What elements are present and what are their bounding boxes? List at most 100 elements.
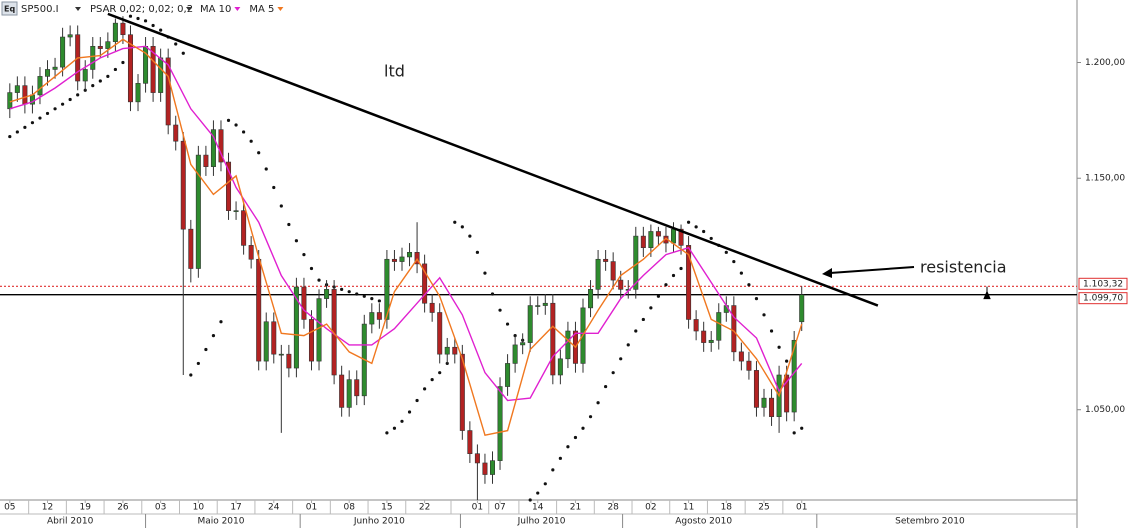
candle-body — [686, 245, 692, 320]
candle-body — [278, 353, 284, 356]
psar-dot — [91, 84, 95, 88]
psar-dot — [45, 111, 50, 116]
candle-body — [738, 351, 744, 362]
candle-body — [135, 83, 141, 103]
psar-dot — [709, 236, 713, 241]
candle-body — [799, 294, 805, 323]
psar-dot — [211, 334, 216, 338]
dropdown-arrow[interactable] — [186, 7, 192, 11]
trendline — [107, 12, 879, 307]
candle-body — [407, 252, 413, 258]
month-label: Setembro 2010 — [895, 517, 965, 527]
psar-dot — [483, 271, 487, 275]
candle-body — [520, 342, 526, 346]
x-tick-label: 12 — [42, 503, 53, 513]
psar-dot — [747, 283, 751, 287]
candle-body — [437, 312, 443, 355]
psar-dot — [196, 361, 200, 366]
candle-body — [708, 339, 714, 343]
x-tick-label: 01 — [796, 503, 807, 513]
psar-dot — [536, 491, 540, 495]
candle-body — [112, 22, 118, 42]
moving-average-line — [9, 38, 803, 437]
candle-body — [618, 279, 624, 290]
candle-body — [557, 358, 563, 376]
candle-body — [256, 258, 262, 362]
psar-dot — [551, 468, 555, 472]
candle-body — [512, 344, 518, 364]
x-tick-label: 25 — [758, 503, 769, 513]
legend-entry[interactable]: MA 10 — [200, 4, 231, 15]
candle-body — [248, 245, 254, 260]
psar-dot — [671, 273, 676, 278]
psar-dot — [309, 266, 314, 271]
candle-body — [376, 312, 382, 320]
symbol-icon[interactable] — [1, 1, 18, 16]
symbol-name[interactable]: SP500.I — [21, 4, 59, 15]
dropdown-arrow — [234, 7, 241, 11]
candle-body — [226, 161, 232, 211]
annotation: resistencia — [920, 258, 1007, 277]
psar-dot — [294, 239, 299, 243]
candle-body — [753, 370, 759, 408]
candle-body — [399, 256, 405, 262]
candle-body — [701, 330, 707, 343]
candle-body — [595, 258, 601, 290]
psar-dot — [453, 220, 457, 224]
psar-dot — [792, 431, 796, 435]
candle-body — [210, 129, 216, 167]
candle-body — [467, 430, 473, 455]
psar-dot — [626, 343, 630, 347]
candle-body — [37, 76, 43, 96]
psar-dot — [475, 250, 480, 254]
psar-dot — [287, 222, 291, 227]
annotation-arrow-line — [829, 266, 915, 274]
annotation-arrow-head — [822, 268, 832, 278]
psar-dot — [739, 271, 743, 275]
candle-body — [369, 312, 375, 325]
month-label: Junho 2010 — [353, 517, 405, 527]
psar-dot — [754, 297, 759, 301]
month-label: Maio 2010 — [197, 517, 244, 527]
psar-dot — [604, 384, 608, 389]
x-tick-label: 17 — [230, 503, 241, 513]
candle-body — [444, 346, 450, 355]
psar-dot — [543, 482, 547, 486]
candle-body — [693, 319, 699, 332]
month-label: Abril 2010 — [47, 517, 94, 527]
psar-dot — [377, 299, 381, 303]
x-tick-label: 01 — [306, 503, 317, 513]
dropdown-arrow[interactable] — [75, 7, 81, 11]
x-tick-label: 14 — [532, 503, 544, 513]
psar-dot — [769, 329, 774, 333]
psar-dot — [219, 320, 223, 324]
psar-dot — [702, 229, 706, 234]
psar-dot — [407, 410, 412, 414]
psar-dot — [340, 287, 344, 291]
psar-dot — [8, 134, 12, 139]
price-label-box — [1078, 277, 1128, 290]
psar-dot — [38, 116, 42, 120]
candle-body — [127, 34, 133, 103]
psar-dot — [619, 357, 623, 361]
psar-dot — [242, 130, 246, 134]
legend-entry[interactable]: MA 5 — [249, 4, 274, 15]
candle-body — [316, 298, 322, 362]
psar-dot — [634, 329, 638, 333]
month-label: Julho 2010 — [517, 517, 566, 527]
psar-dot — [136, 16, 140, 21]
candle-body — [180, 140, 186, 230]
candle-body — [414, 252, 420, 265]
psar-dot — [785, 359, 789, 363]
candle-body — [678, 228, 684, 246]
psar-dot — [30, 121, 35, 125]
price-label-box — [1078, 292, 1128, 305]
indicator-name[interactable]: PSAR 0,02; 0,02; 0,2 — [90, 4, 193, 15]
price-marker-arrow — [983, 286, 991, 300]
psar-dot — [664, 283, 668, 287]
psar-dot — [226, 118, 231, 122]
candle-body — [60, 36, 66, 68]
psar-dot — [113, 67, 117, 72]
psar-dot — [686, 220, 691, 224]
